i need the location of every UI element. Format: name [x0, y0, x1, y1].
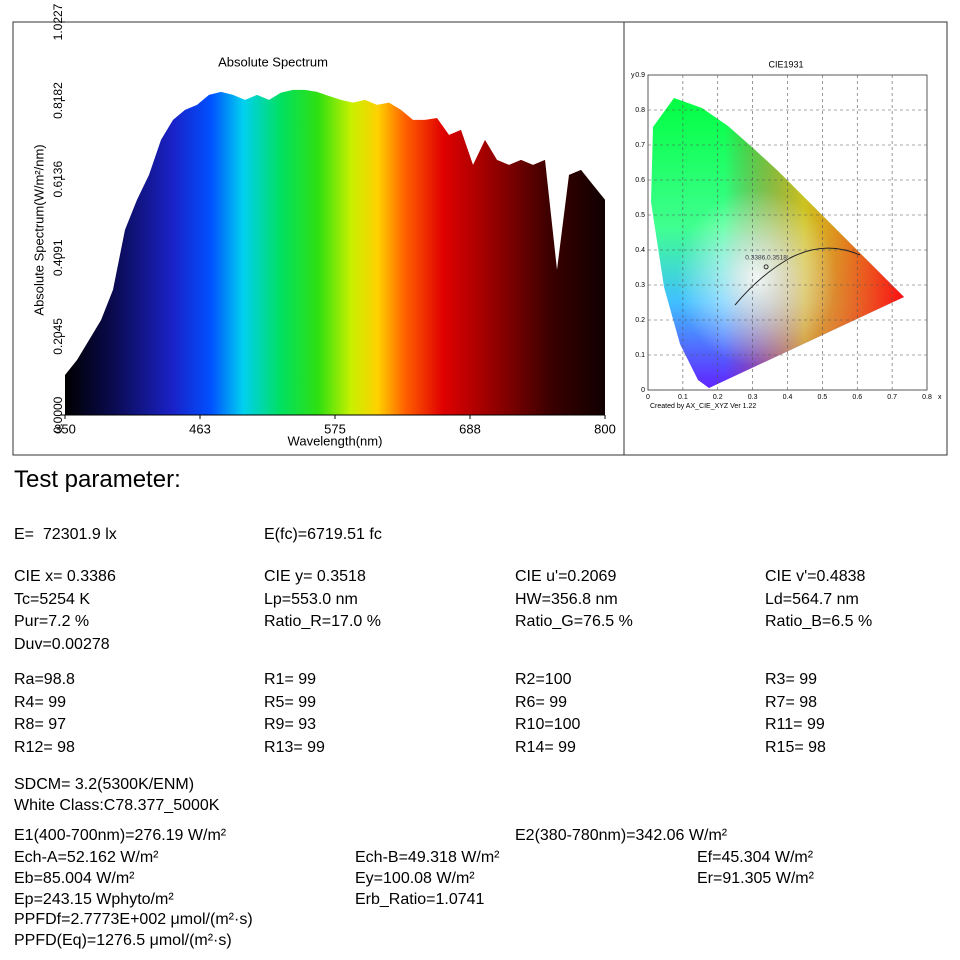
- parameter: Pur=7.2 %: [14, 613, 90, 630]
- parameter: Duv=0.00278: [14, 636, 110, 653]
- parameter: CIE x= 0.3386: [14, 568, 116, 585]
- parameter: Ech-B=49.318 W/m²: [355, 849, 500, 866]
- parameter: PPFD(Eq)=1276.5 μmol/(m²·s): [14, 932, 232, 949]
- spectrum-chart: Absolute Spectrum Wavelength(nm) Absolut…: [31, 3, 615, 448]
- parameter: R9= 93: [264, 716, 317, 733]
- spectrum-area: [65, 89, 605, 415]
- parameter: R13= 99: [264, 739, 325, 756]
- parameter: Ey=100.08 W/m²: [355, 870, 475, 887]
- parameter: R1= 99: [264, 671, 317, 688]
- parameter: Ech-A=52.162 W/m²: [14, 849, 159, 866]
- x-tick-label: 688: [459, 421, 481, 436]
- parameter: R8= 97: [14, 716, 67, 733]
- parameter: Lp=553.0 nm: [264, 591, 358, 608]
- y-tick-label: 0.0000: [51, 396, 65, 433]
- y-tick-label: 0: [641, 387, 645, 394]
- charts: Absolute Spectrum Wavelength(nm) Absolut…: [12, 3, 948, 456]
- parameter: E= 72301.9 lx: [14, 526, 117, 543]
- y-tick-label: 0.8: [635, 107, 645, 114]
- parameter: R3= 99: [765, 671, 818, 688]
- parameter: R11= 99: [765, 716, 825, 733]
- section-title: Test parameter:: [14, 466, 181, 493]
- x-tick-label: 0.1: [678, 394, 688, 401]
- parameter: Erb_Ratio=1.0741: [355, 891, 485, 908]
- parameter: R6= 99: [515, 694, 568, 711]
- chart-title: Absolute Spectrum: [218, 54, 328, 69]
- x-axis-label: x: [938, 394, 942, 401]
- x-tick-label: 0.4: [783, 394, 793, 401]
- parameter: Ra=98.8: [14, 671, 75, 688]
- x-tick-label: 463: [189, 421, 211, 436]
- parameter: E1(400-700nm)=276.19 W/m²: [14, 827, 227, 844]
- parameter: PPFDf=2.7773E+002 μmol/(m²·s): [14, 911, 253, 928]
- x-tick-label: 0.3: [748, 394, 758, 401]
- point-label: 0.3386,0.3518: [745, 255, 787, 262]
- x-axis-label: Wavelength(nm): [288, 433, 383, 448]
- y-tick-label: 0.4: [635, 247, 645, 254]
- parameter: Ld=564.7 nm: [765, 591, 859, 608]
- y-tick-label: 0.1: [635, 352, 645, 359]
- parameter: Ratio_G=76.5 %: [515, 613, 633, 630]
- parameter: Tc=5254 K: [14, 591, 91, 608]
- parameter: R15= 98: [765, 739, 826, 756]
- y-tick-label: 0.6136: [51, 161, 65, 198]
- y-tick-label: 0.7: [635, 142, 645, 149]
- x-tick-label: 0.5: [818, 394, 828, 401]
- y-tick-label: 0.3: [635, 282, 645, 289]
- y-axis-label: y: [631, 72, 635, 79]
- x-tick-label: 0.2: [713, 394, 723, 401]
- y-tick-label: 0.2: [635, 317, 645, 324]
- parameter: Ep=243.15 Wphyto/m²: [14, 891, 174, 908]
- y-tick-label: 0.5: [635, 212, 645, 219]
- y-axis-label: Absolute Spectrum(W/m²/nm): [31, 144, 46, 315]
- x-tick-label: 575: [324, 421, 346, 436]
- parameter: HW=356.8 nm: [515, 591, 618, 608]
- parameter: SDCM= 3.2(5300K/ENM): [14, 776, 195, 793]
- parameter: CIE u'=0.2069: [515, 568, 617, 585]
- parameter: R4= 99: [14, 694, 67, 711]
- parameter: Ef=45.304 W/m²: [697, 849, 814, 866]
- chart-footer: Created by AX_CIE_XYZ Ver 1.22: [650, 403, 756, 410]
- chromaticity-locus: [651, 98, 904, 388]
- y-tick-label: 0.2045: [51, 318, 65, 355]
- parameter: Er=91.305 W/m²: [697, 870, 814, 887]
- parameter: Ratio_R=17.0 %: [264, 613, 381, 630]
- cie-chart: CIE1931 Created by AX_CIE_XYZ Ver 1.22 x…: [631, 59, 942, 409]
- parameter: Ratio_B=6.5 %: [765, 613, 873, 630]
- chromaticity-point: [763, 264, 769, 270]
- cie-frame: [623, 21, 948, 456]
- x-tick-label: 800: [594, 421, 616, 436]
- chart-title: CIE1931: [768, 59, 803, 69]
- parameter: R7= 98: [765, 694, 818, 711]
- parameter: R12= 98: [14, 739, 75, 756]
- y-tick-label: 0.6: [635, 177, 645, 184]
- parameter: Eb=85.004 W/m²: [14, 870, 135, 887]
- x-tick-label: 0.6: [852, 394, 862, 401]
- parameter: White Class:C78.377_5000K: [14, 797, 220, 814]
- y-tick-label: 1.0227: [51, 3, 65, 40]
- parameter: R10=100: [515, 716, 581, 733]
- parameter: R2=100: [515, 671, 572, 688]
- planckian-locus: [734, 247, 861, 306]
- parameter: CIE y= 0.3518: [264, 568, 366, 585]
- y-tick-label: 0.8182: [51, 82, 65, 119]
- x-tick-label: 0.8: [922, 394, 932, 401]
- parameter: R14= 99: [515, 739, 576, 756]
- parameter: E2(380-780nm)=342.06 W/m²: [515, 827, 728, 844]
- parameter: E(fc)=6719.51 fc: [264, 526, 382, 543]
- y-tick-label: 0.4091: [51, 239, 65, 276]
- x-tick-label: 350: [54, 421, 76, 436]
- y-tick-label: 0.9: [635, 72, 645, 79]
- x-tick-label: 0.7: [887, 394, 897, 401]
- parameter: CIE v'=0.4838: [765, 568, 866, 585]
- parameter: R5= 99: [264, 694, 317, 711]
- x-tick-label: 0: [646, 394, 650, 401]
